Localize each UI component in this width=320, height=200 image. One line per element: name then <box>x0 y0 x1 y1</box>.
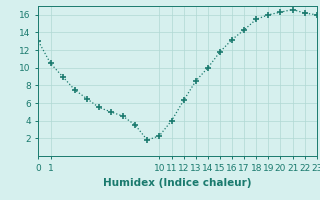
X-axis label: Humidex (Indice chaleur): Humidex (Indice chaleur) <box>103 178 252 188</box>
